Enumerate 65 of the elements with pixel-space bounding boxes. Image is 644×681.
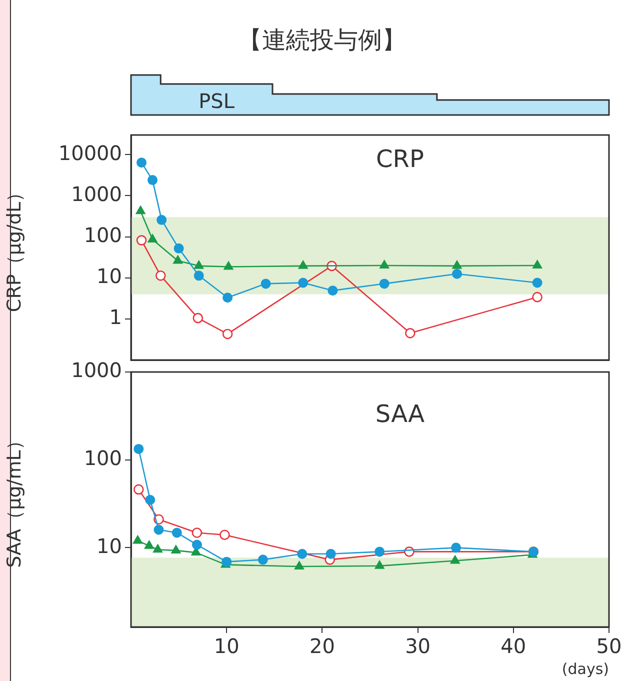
- x-tick-label: 40: [500, 634, 526, 658]
- y-tick-label: 10000: [58, 140, 122, 165]
- point: [134, 484, 144, 495]
- point: [136, 235, 147, 246]
- x-axis-title: (days): [562, 660, 609, 678]
- point: [145, 494, 156, 505]
- point: [532, 292, 542, 302]
- point: [192, 540, 202, 550]
- point: [224, 261, 234, 270]
- x-tick-label: 10: [214, 634, 240, 658]
- point: [405, 328, 416, 338]
- point: [192, 312, 204, 324]
- point: [451, 542, 462, 553]
- series-label: PSL: [198, 89, 236, 114]
- y-tick-label: 100: [84, 446, 122, 470]
- point: [134, 444, 144, 454]
- point: [171, 544, 181, 554]
- point: [380, 260, 390, 268]
- chart-title: 【連続投与例】: [237, 25, 407, 56]
- point: [532, 260, 542, 268]
- point: [192, 528, 202, 538]
- y-tick-label: 1000: [71, 182, 122, 206]
- point: [156, 214, 167, 225]
- point: [132, 535, 143, 544]
- x-tick-label: 30: [405, 634, 431, 658]
- point: [220, 530, 230, 540]
- y-tick-label: 10: [96, 534, 122, 558]
- text: CRP: [376, 145, 424, 174]
- point: [194, 260, 204, 269]
- y-tick-label: 1: [109, 305, 122, 330]
- point: [298, 278, 308, 288]
- point: [148, 175, 158, 186]
- x-tick-label: 50: [596, 634, 622, 658]
- point: [452, 268, 462, 279]
- point: [152, 544, 163, 553]
- point: [374, 546, 385, 557]
- point: [136, 158, 147, 168]
- point: [136, 206, 146, 214]
- point: [222, 292, 233, 303]
- point: [260, 278, 271, 289]
- point: [148, 234, 158, 242]
- point: [174, 243, 184, 254]
- point: [155, 270, 166, 281]
- point: [379, 278, 390, 289]
- point: [298, 260, 308, 269]
- point: [154, 524, 164, 535]
- point: [294, 561, 304, 570]
- point: [172, 528, 182, 538]
- point: [144, 540, 154, 549]
- point: [258, 554, 268, 565]
- point: [452, 260, 462, 269]
- point: [374, 560, 384, 569]
- x-tick-label: 20: [309, 634, 335, 658]
- y-tick-label: 10: [96, 264, 122, 288]
- point: [222, 328, 233, 340]
- point: [297, 548, 308, 559]
- y-tick-label: 100: [84, 222, 122, 247]
- point: [328, 286, 338, 296]
- y-tick-label: 1000: [71, 358, 122, 382]
- point: [173, 255, 183, 264]
- text: SAA: [375, 400, 426, 428]
- point: [194, 270, 204, 281]
- point: [532, 278, 542, 288]
- point: [450, 555, 460, 564]
- point: [326, 548, 336, 559]
